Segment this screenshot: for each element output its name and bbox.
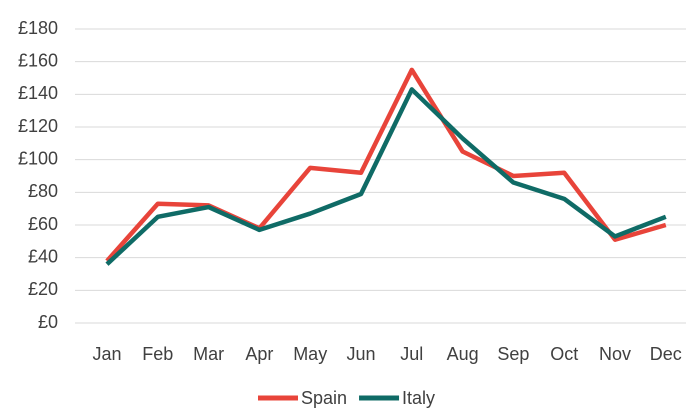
y-tick-label: £140 xyxy=(18,83,58,103)
y-tick-label: £80 xyxy=(28,181,58,201)
series-line xyxy=(105,67,667,263)
x-tick-label: Mar xyxy=(193,344,224,364)
x-tick-label: Jul xyxy=(400,344,423,364)
series-line xyxy=(105,87,667,266)
y-tick-label: £120 xyxy=(18,116,58,136)
x-tick-label: Sep xyxy=(497,344,529,364)
legend-label: Spain xyxy=(301,388,347,408)
x-tick-label: Jun xyxy=(346,344,375,364)
x-tick-label: Jan xyxy=(92,344,121,364)
x-tick-label: Apr xyxy=(245,344,273,364)
legend-label: Italy xyxy=(402,388,435,408)
y-tick-label: £20 xyxy=(28,279,58,299)
x-tick-label: Oct xyxy=(550,344,578,364)
x-tick-label: Nov xyxy=(599,344,631,364)
x-tick-label: Aug xyxy=(447,344,479,364)
y-tick-label: £160 xyxy=(18,50,58,70)
y-tick-label: £100 xyxy=(18,148,58,168)
y-tick-label: £60 xyxy=(28,214,58,234)
x-tick-label: Feb xyxy=(142,344,173,364)
x-tick-label: May xyxy=(293,344,327,364)
y-tick-label: £40 xyxy=(28,246,58,266)
y-tick-label: £0 xyxy=(38,312,58,332)
x-tick-label: Dec xyxy=(650,344,682,364)
y-tick-label: £180 xyxy=(18,18,58,38)
